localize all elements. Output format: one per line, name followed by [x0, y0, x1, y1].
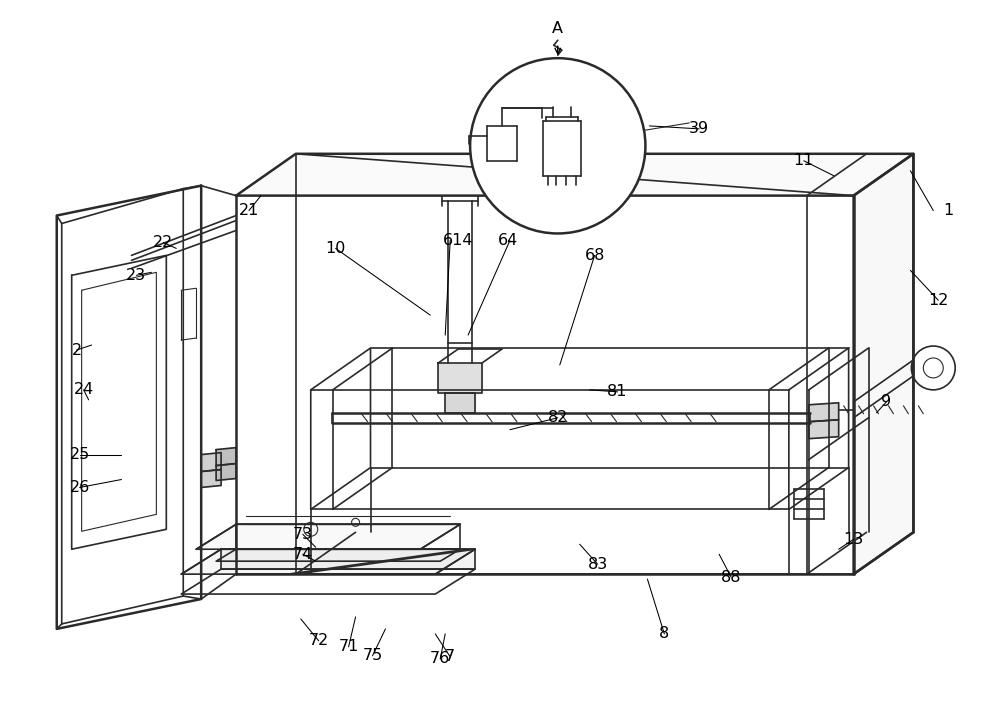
Text: 10: 10 — [325, 241, 346, 256]
Polygon shape — [216, 448, 236, 465]
Text: 2: 2 — [72, 342, 82, 358]
Text: A: A — [552, 21, 563, 36]
Text: 73: 73 — [293, 527, 313, 542]
Polygon shape — [196, 525, 460, 549]
Text: 22: 22 — [153, 235, 173, 250]
Text: 12: 12 — [928, 293, 948, 308]
Polygon shape — [809, 420, 839, 438]
Text: 1: 1 — [943, 203, 953, 218]
Text: 72: 72 — [309, 633, 329, 648]
Text: 13: 13 — [843, 532, 864, 547]
Polygon shape — [201, 469, 221, 487]
Text: 75: 75 — [362, 648, 383, 663]
Polygon shape — [236, 154, 913, 196]
Circle shape — [470, 58, 645, 233]
Text: 23: 23 — [126, 268, 146, 283]
Text: 7: 7 — [445, 649, 455, 665]
Text: 88: 88 — [721, 570, 741, 585]
Text: 71: 71 — [338, 639, 359, 655]
Text: 8: 8 — [659, 626, 669, 641]
Polygon shape — [181, 549, 475, 574]
Text: 81: 81 — [607, 385, 628, 399]
Polygon shape — [216, 464, 236, 481]
Polygon shape — [201, 452, 221, 472]
Text: 26: 26 — [70, 480, 90, 495]
Text: 24: 24 — [74, 382, 94, 397]
Text: 74: 74 — [293, 547, 313, 561]
Text: 76: 76 — [430, 651, 450, 666]
Text: 83: 83 — [587, 556, 608, 572]
Text: 39: 39 — [689, 122, 709, 136]
Text: 25: 25 — [70, 447, 90, 462]
Polygon shape — [854, 154, 913, 574]
Text: 64: 64 — [498, 233, 518, 248]
Polygon shape — [221, 549, 475, 569]
Text: 68: 68 — [584, 248, 605, 263]
Text: 82: 82 — [548, 410, 568, 425]
Text: 9: 9 — [881, 395, 892, 409]
Polygon shape — [438, 363, 482, 393]
Polygon shape — [445, 393, 475, 413]
Text: 614: 614 — [443, 233, 473, 248]
Polygon shape — [809, 403, 839, 422]
Text: 11: 11 — [794, 153, 814, 168]
Text: 21: 21 — [239, 203, 259, 218]
